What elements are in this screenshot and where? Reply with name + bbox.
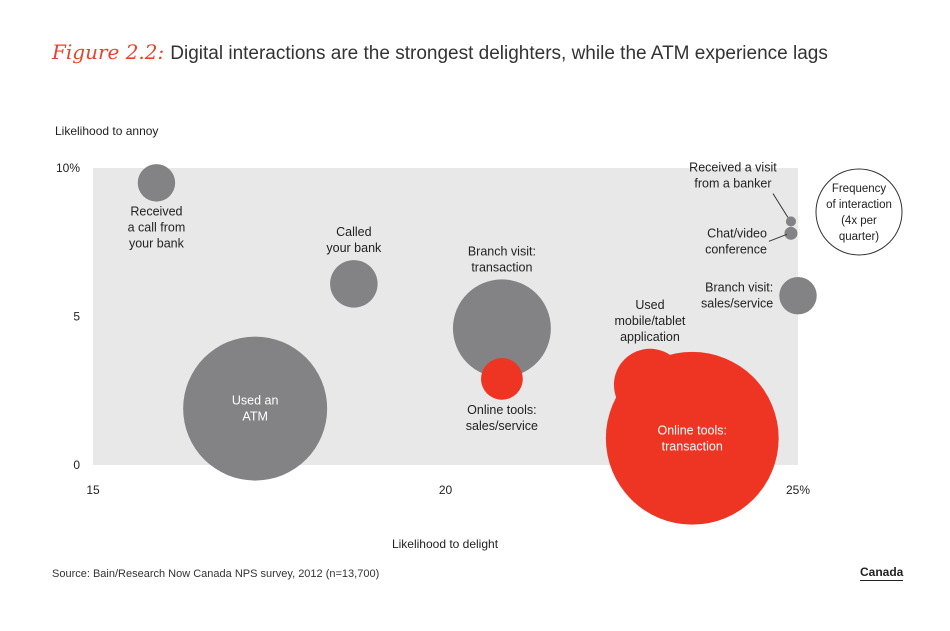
- bubble-label-line: Branch visit:: [705, 281, 773, 295]
- bubble-label-line: ATM: [242, 410, 267, 424]
- bubble-label-line: Received a visit: [689, 160, 777, 174]
- region-label: Canada: [860, 565, 904, 581]
- bubble-label-chat-video-conference: Chat/video conference: [705, 226, 767, 256]
- bubble-label-online-tools-sales-service: Online tools: sales/service: [466, 403, 538, 433]
- bubble-label-line: Online tools:: [467, 403, 536, 417]
- bubble-called-your-bank: [330, 260, 378, 308]
- figure-label: Figure 2.2:: [52, 40, 165, 64]
- x-axis-label: Likelihood to delight: [392, 537, 499, 551]
- y-tick-label: 5: [73, 310, 80, 324]
- bubble-online-tools-sales-service: [481, 357, 523, 400]
- figure-title-text: Digital interactions are the strongest d…: [170, 43, 828, 64]
- bubble-label-line: Used an: [232, 394, 279, 408]
- y-tick-label: 0: [73, 458, 80, 472]
- x-tick-label: 25%: [786, 483, 810, 497]
- bubble-label-line: mobile/tablet: [615, 314, 686, 328]
- legend-line: quarter): [839, 231, 879, 243]
- bubble-branch-visit-sales-service: [779, 276, 817, 315]
- bubble-label-used-an-atm: Used an ATM: [232, 394, 279, 424]
- bubble-received-a-visit-from-a-banker: [785, 216, 796, 227]
- y-tick-label: 10%: [56, 161, 80, 175]
- bubble-label-branch-visit-sales-service: Branch visit: sales/service: [701, 281, 773, 311]
- y-axis-ticks: 0 5 10%: [56, 161, 80, 472]
- legend-line: Frequency: [832, 183, 887, 195]
- legend-text: Frequency of interaction (4x per quarter): [826, 183, 892, 243]
- bubble-label-called-your-bank: Called your bank: [326, 225, 382, 255]
- x-tick-label: 15: [86, 483, 100, 497]
- bubble-online-tools-transaction: [605, 351, 779, 525]
- bubble-label-line: application: [620, 330, 680, 344]
- bubble-branch-visit-transaction: [452, 279, 551, 378]
- bubble-label-online-tools-transaction: Online tools: transaction: [658, 423, 727, 453]
- legend-circle: [815, 168, 903, 256]
- bubble-label-line: sales/service: [701, 297, 773, 311]
- bubble-label-line: Called: [336, 225, 371, 239]
- figure-title: Figure 2.2: Digital interactions are the …: [52, 40, 828, 65]
- bubble-label-line: Branch visit:: [468, 244, 536, 258]
- bubble-label-line: Online tools:: [658, 423, 727, 437]
- bubble-label-line: sales/service: [466, 419, 538, 433]
- bubble-labels: Received a call from your bank Called your b…: [128, 160, 789, 453]
- legend: Frequency of interaction (4x per quarter): [815, 168, 903, 256]
- bubble-label-received-a-visit-from-a-banker: Received a visit from a banker: [689, 160, 777, 190]
- legend-line: (4x per: [841, 215, 877, 227]
- bubble-label-line: Used: [635, 298, 664, 312]
- bubble-label-line: conference: [705, 242, 767, 256]
- bubble-label-line: transaction: [471, 260, 532, 274]
- bubble-label-branch-visit-transaction: Branch visit: transaction: [468, 244, 536, 274]
- bubbles: [137, 164, 817, 525]
- leader-line: [772, 193, 789, 218]
- bubble-label-line: transaction: [662, 439, 723, 453]
- bubble-received-a-call-from-your-bank: [137, 164, 176, 202]
- bubble-label-line: your bank: [129, 237, 185, 251]
- y-axis-label: Likelihood to annoy: [55, 124, 158, 138]
- bubble-label-received-a-call-from-your-bank: Received a call from your bank: [128, 205, 186, 251]
- bubble-label-line: Chat/video: [707, 226, 767, 240]
- legend-line: of interaction: [826, 199, 892, 211]
- bubble-chat-video-conference: [784, 226, 798, 240]
- leader-line: [768, 233, 788, 242]
- bubble-label-used-mobile-tablet-application: Used mobile/tablet application: [615, 298, 686, 344]
- bubble-label-line: Received: [130, 205, 182, 219]
- bubble-used-an-atm: [183, 336, 328, 481]
- source-note: Source: Bain/Research Now Canada NPS sur…: [52, 568, 380, 580]
- bubble-label-line: a call from: [128, 221, 186, 235]
- x-tick-label: 20: [439, 483, 453, 497]
- bubble-label-line: from a banker: [694, 176, 771, 190]
- bubble-label-line: your bank: [326, 241, 382, 255]
- x-axis-ticks: 15 20 25%: [86, 483, 810, 497]
